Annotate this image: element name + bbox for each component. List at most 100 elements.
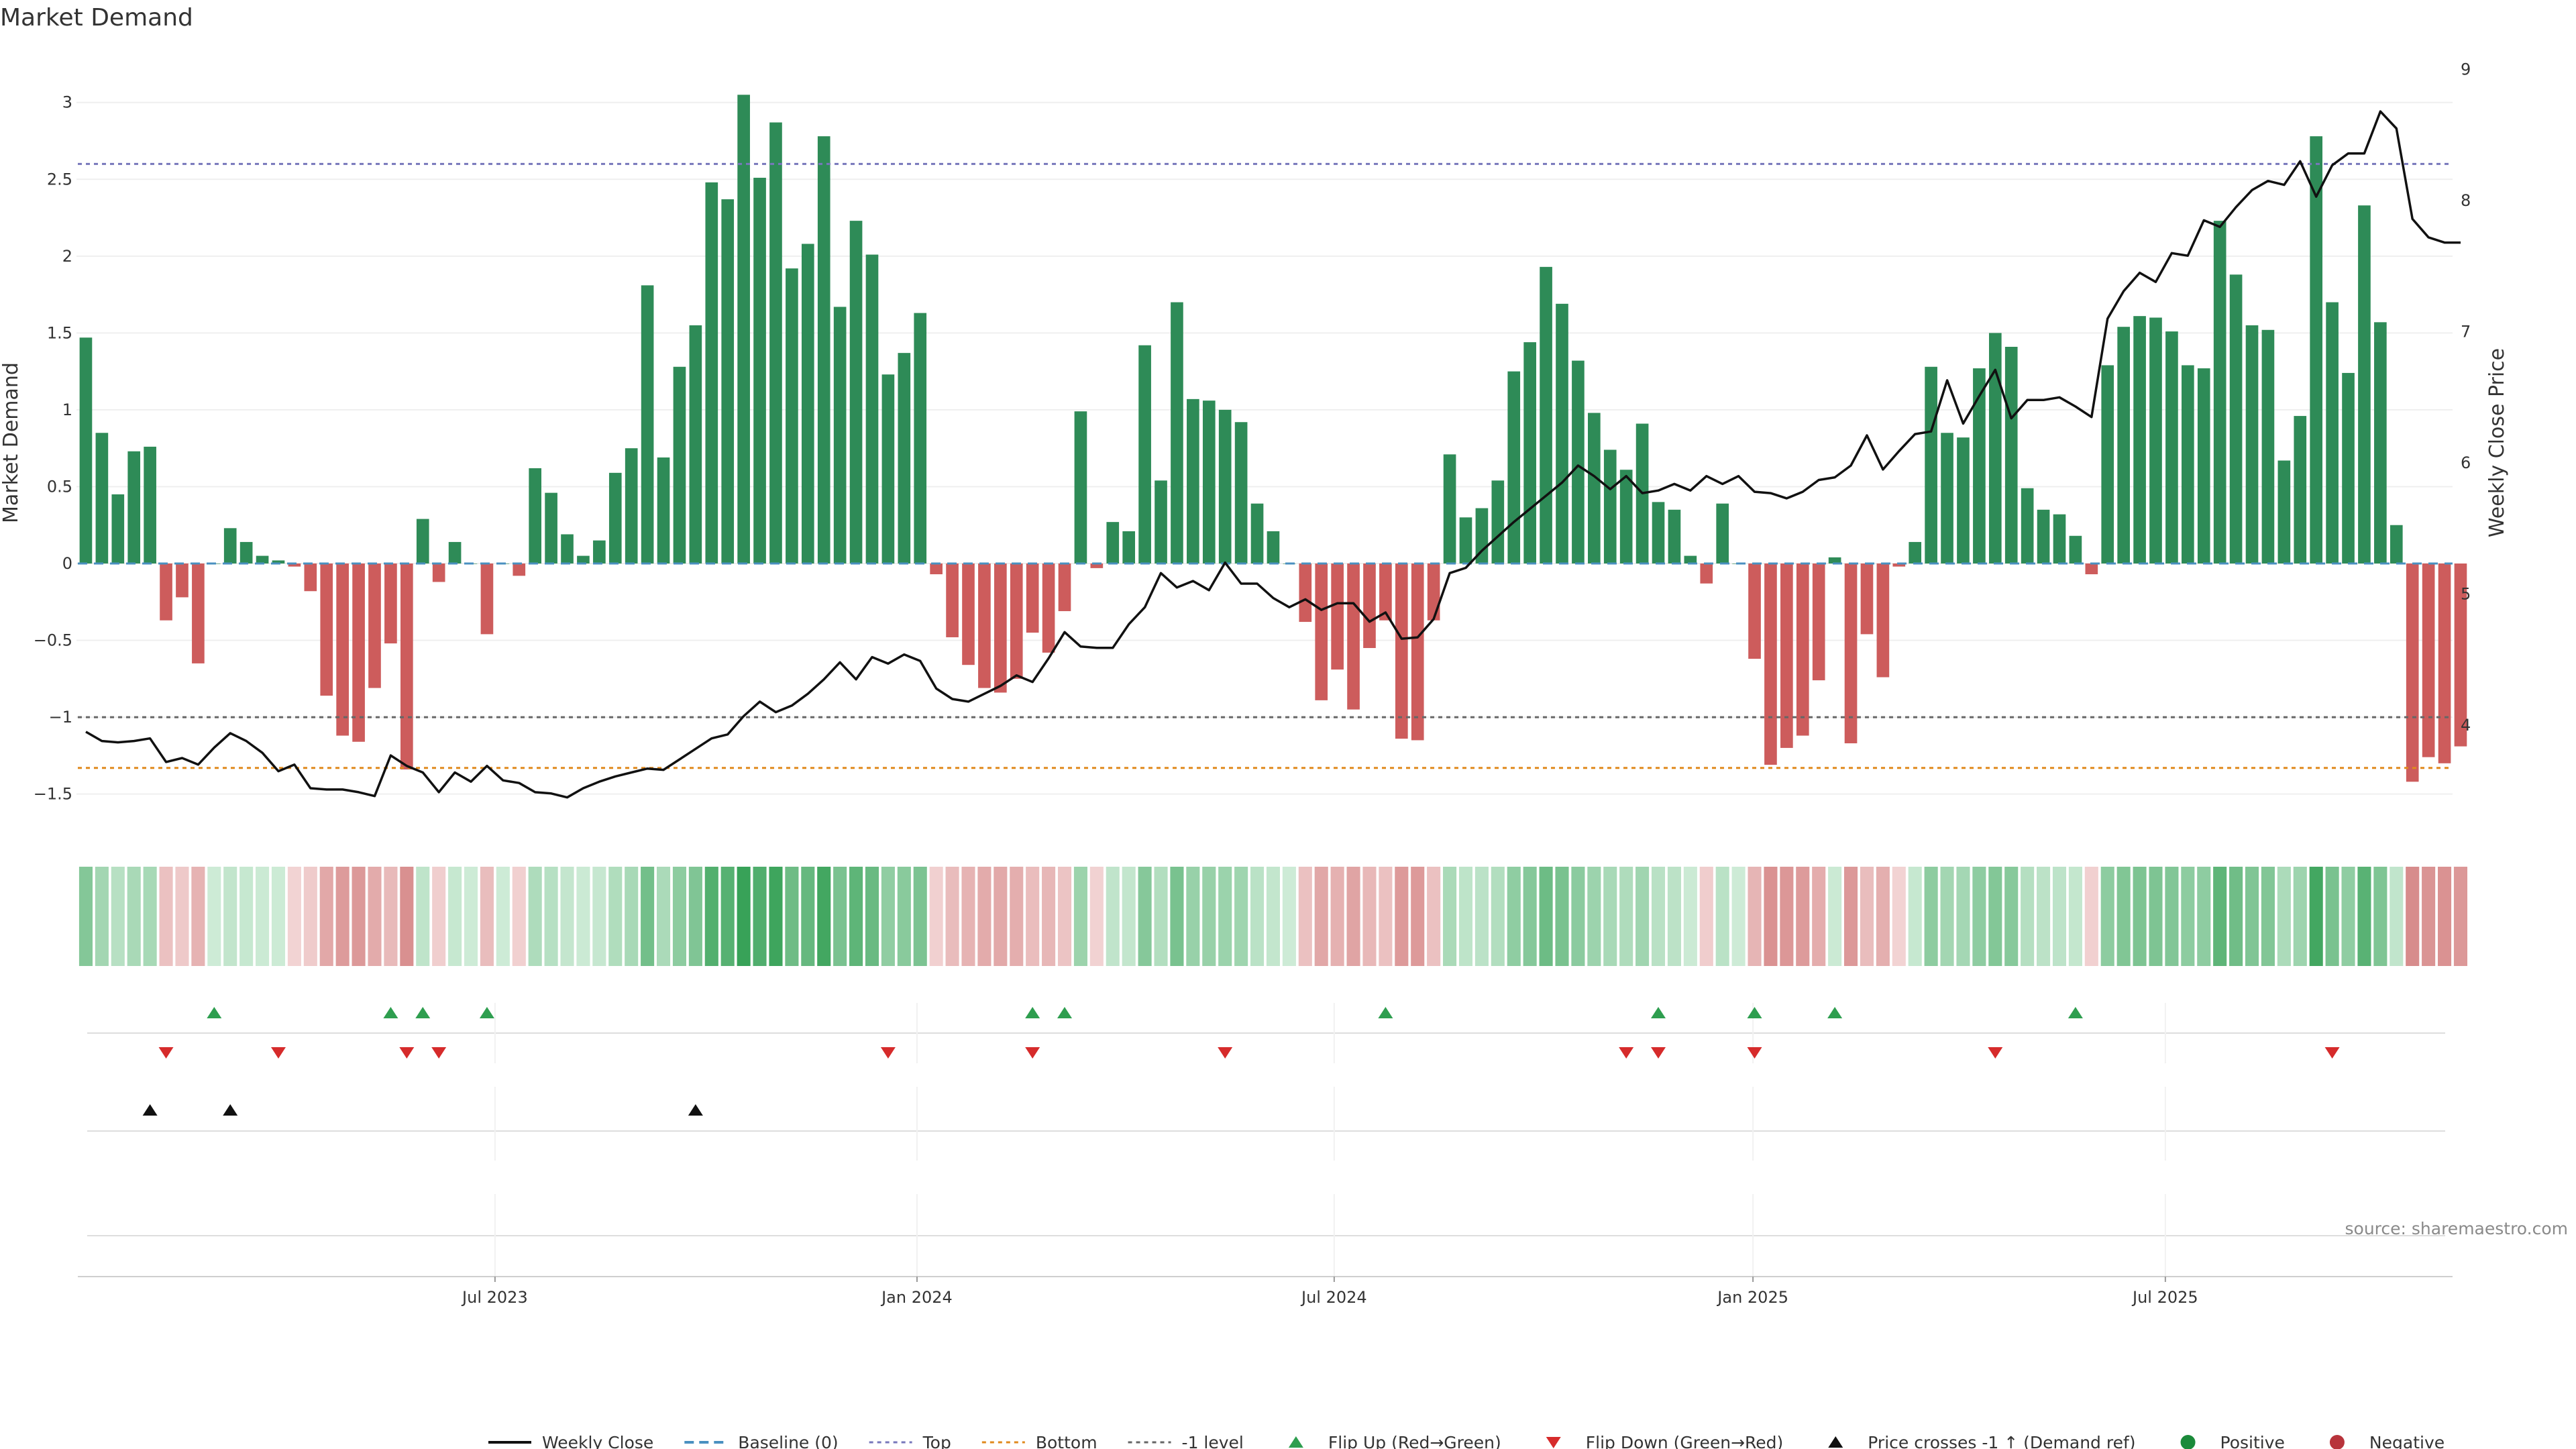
demand-bar: [1957, 437, 1970, 564]
reference-lines: [78, 162, 2453, 769]
demand-bar: [480, 564, 494, 635]
demand-bar: [962, 564, 975, 665]
demand-bar: [448, 541, 462, 564]
legend-label: Price crosses -1 ↑ (Demand ref): [1868, 1433, 2135, 1449]
demand-bar: [1619, 470, 1633, 564]
y2-tick-label: 8: [2461, 191, 2471, 210]
strip-cell: [1635, 867, 1650, 966]
demand-bar: [304, 564, 317, 592]
strip-cell: [175, 867, 189, 966]
strip-cell: [1924, 867, 1938, 966]
demand-bar: [1491, 480, 1505, 564]
strip-cell: [512, 867, 526, 966]
demand-bar: [416, 519, 429, 564]
strip-cell: [271, 867, 286, 966]
strip-cell: [2325, 867, 2339, 966]
flip-down-marker: [2324, 1047, 2340, 1059]
demand-bar: [786, 268, 798, 564]
strip-cell: [2213, 867, 2227, 966]
demand-bar: [561, 534, 574, 564]
demand-bar: [1796, 564, 1809, 736]
strip-cell: [865, 867, 879, 966]
strip-cell: [1699, 867, 1713, 966]
strip-cell: [1122, 867, 1136, 966]
strip-cell: [287, 867, 301, 966]
strip-cell: [1683, 867, 1697, 966]
strip-cell: [1667, 867, 1681, 966]
strip-cell: [1780, 867, 1794, 966]
demand-bar: [2358, 205, 2371, 564]
strip-cell: [2021, 867, 2035, 966]
strip-cell: [1539, 867, 1553, 966]
strip-cell: [2004, 867, 2019, 966]
legend-item: Flip Down (Green→Red): [1546, 1433, 1783, 1449]
strip-cell: [1619, 867, 1633, 966]
flip-up-marker: [1378, 1007, 1393, 1018]
strip-cell: [1282, 867, 1296, 966]
demand-bar: [1202, 400, 1216, 564]
strip-cell: [881, 867, 895, 966]
demand-bar: [1090, 564, 1104, 568]
strip-cell: [897, 867, 911, 966]
demand-bar: [1171, 302, 1183, 564]
strip-cell: [576, 867, 590, 966]
strip-cell: [2261, 867, 2275, 966]
demand-bar: [1250, 503, 1264, 564]
demand-bar: [753, 177, 766, 564]
demand-bar: [1652, 502, 1665, 564]
strip-cell: [256, 867, 270, 966]
demand-bar: [625, 448, 638, 564]
strip-cell: [1796, 867, 1810, 966]
strip-cell: [2084, 867, 2098, 966]
demand-bar: [1588, 413, 1601, 564]
y-tick-label: 2: [62, 247, 72, 266]
demand-bar: [2165, 331, 2178, 564]
demand-bar: [1411, 564, 1424, 741]
legend-label: Baseline (0): [738, 1433, 838, 1449]
strip-cell: [544, 867, 558, 966]
strip-cell: [704, 867, 718, 966]
demand-bar: [1700, 564, 1713, 584]
strip-cell: [1314, 867, 1328, 966]
strip-cell: [1860, 867, 1874, 966]
strip-cell: [1266, 867, 1281, 966]
strip-cell: [2116, 867, 2131, 966]
demand-bar: [352, 564, 365, 742]
strip-cell: [1346, 867, 1360, 966]
strip-cell: [1298, 867, 1312, 966]
y-tick-label: 3: [62, 93, 72, 112]
strip-cell: [368, 867, 382, 966]
strip-cell: [127, 867, 141, 966]
demand-bar: [833, 307, 847, 564]
strip-cell: [384, 867, 398, 966]
demand-bar: [898, 353, 911, 564]
demand-bar: [1892, 564, 1906, 567]
demand-bar: [737, 95, 750, 564]
flip-down-marker: [158, 1047, 174, 1059]
strip-cell: [1218, 867, 1232, 966]
y2-axis-label: Weekly Close Price: [2485, 348, 2509, 537]
strip-cell: [1250, 867, 1265, 966]
source-credit: source: sharemaestro.com: [2345, 1219, 2569, 1238]
strip-cell: [352, 867, 366, 966]
strip-cell: [2100, 867, 2114, 966]
flip-down-marker: [1218, 1047, 1233, 1059]
strip-cell: [2373, 867, 2387, 966]
flip-up-marker: [1827, 1007, 1843, 1018]
demand-bar: [160, 564, 172, 621]
strip-cell: [95, 867, 109, 966]
strip-cell: [1474, 867, 1489, 966]
demand-bar: [914, 313, 927, 564]
strip-cell: [2068, 867, 2082, 966]
demand-bar: [2229, 274, 2243, 564]
legend-label: Bottom: [1036, 1433, 1097, 1449]
price-cross-marker: [223, 1104, 238, 1116]
strip-cell: [528, 867, 542, 966]
demand-bar: [1556, 303, 1568, 564]
strip-cell: [303, 867, 317, 966]
y2-tick-label: 4: [2461, 716, 2471, 735]
demand-bar: [1764, 564, 1777, 765]
demand-bar: [978, 564, 991, 688]
y-tick-label: 1: [62, 400, 72, 419]
demand-bars: [79, 95, 2467, 782]
